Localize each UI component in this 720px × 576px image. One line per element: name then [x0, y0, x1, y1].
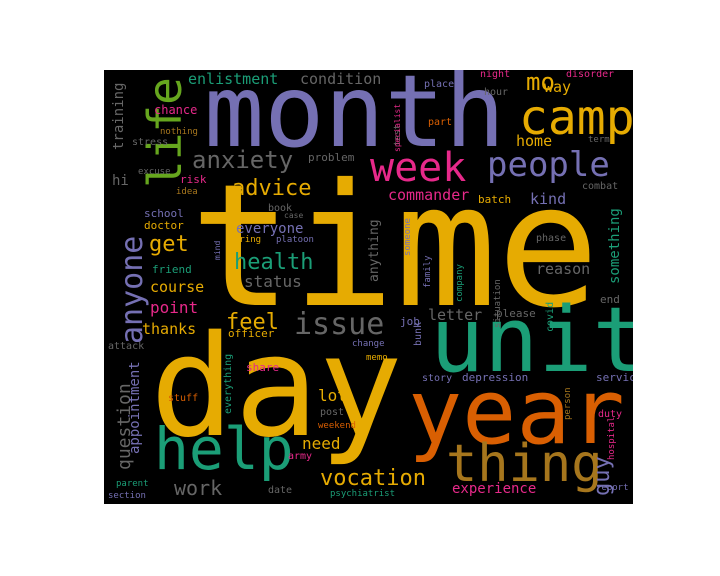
- word-condition: condition: [300, 70, 382, 88]
- word-depression: depression: [462, 371, 529, 384]
- word-platoon: platoon: [276, 235, 314, 245]
- word-month: month: [204, 70, 506, 170]
- word-anything: anything: [367, 219, 382, 282]
- word-thanks: thanks: [142, 320, 197, 338]
- word-story: story: [422, 373, 453, 384]
- word-lot: lot: [318, 386, 347, 405]
- word-share: share: [246, 361, 280, 374]
- word-kind: kind: [530, 190, 567, 208]
- word-health: health: [234, 250, 314, 275]
- word-service: service: [596, 371, 633, 384]
- word-bring: bring: [234, 235, 262, 245]
- word-nothing: nothing: [160, 127, 198, 137]
- word-vocation: vocation: [320, 466, 426, 491]
- word-someone: someone: [403, 218, 413, 256]
- word-job: job: [400, 315, 420, 328]
- word-duty: duty: [598, 409, 623, 420]
- word-situation: situation: [493, 279, 503, 328]
- word-specialist: specialist: [393, 103, 402, 152]
- word-phase: phase: [536, 233, 567, 244]
- word-mind: mind: [213, 240, 222, 260]
- word-company: company: [455, 264, 465, 302]
- word-date: date: [268, 485, 293, 496]
- word-experience: experience: [452, 481, 537, 497]
- word-thing: thing: [446, 434, 603, 494]
- word-person: person: [563, 387, 573, 420]
- word-hospital: hospital: [607, 416, 617, 460]
- word-batch: batch: [478, 193, 512, 206]
- word-commander: commander: [388, 186, 470, 204]
- word-disorder: disorder: [566, 70, 615, 80]
- word-home: home: [516, 132, 553, 150]
- word-appointment: appointment: [127, 361, 143, 454]
- word-end: end: [600, 293, 620, 306]
- word-camp: camp: [519, 90, 633, 146]
- word-friend: friend: [152, 263, 192, 276]
- word-combat: combat: [582, 181, 619, 192]
- word-status: status: [244, 272, 302, 291]
- word-night: night: [480, 70, 511, 80]
- word-psychiatrist: psychiatrist: [330, 489, 396, 499]
- word-day: day: [150, 306, 403, 469]
- word-book: book: [268, 203, 293, 214]
- word-bunk: bunk: [413, 321, 424, 346]
- word-week: week: [370, 145, 467, 191]
- word-stress: stress: [132, 137, 169, 148]
- word-covid: covid: [545, 301, 556, 332]
- word-term: term: [588, 135, 610, 145]
- word-attack: attack: [108, 341, 145, 352]
- word-place: place: [424, 79, 455, 90]
- word-parent: parent: [116, 479, 149, 489]
- word-doctor: doctor: [144, 219, 184, 232]
- word-report: report: [596, 483, 629, 493]
- word-family: family: [423, 255, 433, 288]
- word-section: section: [108, 491, 146, 501]
- word-hour: hour: [484, 87, 509, 98]
- word-problem: problem: [308, 151, 355, 164]
- word-mo: mo: [526, 70, 555, 96]
- word-year: year: [408, 360, 625, 465]
- word-enlistment: enlistment: [188, 70, 279, 88]
- word-excuse: excuse: [138, 167, 171, 177]
- word-need: need: [302, 434, 341, 453]
- word-letter: letter: [428, 306, 483, 324]
- word-case: case: [284, 211, 304, 220]
- word-advice: advice: [232, 176, 312, 201]
- word-post: post: [320, 407, 345, 418]
- word-change: change: [352, 339, 385, 349]
- word-stuff: stuff: [168, 393, 199, 404]
- word-memo: memo: [366, 353, 388, 363]
- word-unit: unit: [430, 288, 633, 393]
- word-everyone: everyone: [236, 221, 304, 237]
- word-course: course: [150, 278, 205, 296]
- word-anxiety: anxiety: [192, 146, 294, 174]
- word-weekend: weekend: [318, 421, 356, 431]
- word-school: school: [144, 207, 184, 220]
- word-way: way: [544, 78, 572, 96]
- word-please: please: [496, 307, 536, 320]
- word-army: army: [288, 451, 313, 462]
- word-issue: issue: [294, 307, 385, 342]
- word-something: something: [607, 208, 623, 284]
- word-training: training: [111, 82, 127, 150]
- word-help: help: [154, 415, 294, 483]
- word-idea: idea: [176, 187, 198, 197]
- word-officer: officer: [228, 327, 275, 340]
- word-time: time: [190, 148, 600, 346]
- word-point: point: [150, 298, 199, 317]
- word-everything: everything: [223, 353, 234, 414]
- word-get: get: [149, 232, 189, 257]
- word-reason: reason: [536, 260, 591, 278]
- word-work: work: [174, 476, 223, 500]
- word-risk: risk: [180, 173, 207, 186]
- word-cloud: time day month unit year help thing camp…: [104, 70, 633, 504]
- word-people: people: [487, 145, 610, 185]
- word-part: part: [428, 117, 453, 128]
- word-feel: feel: [226, 310, 279, 335]
- word-hi: hi: [112, 173, 129, 189]
- word-chance: chance: [154, 103, 198, 117]
